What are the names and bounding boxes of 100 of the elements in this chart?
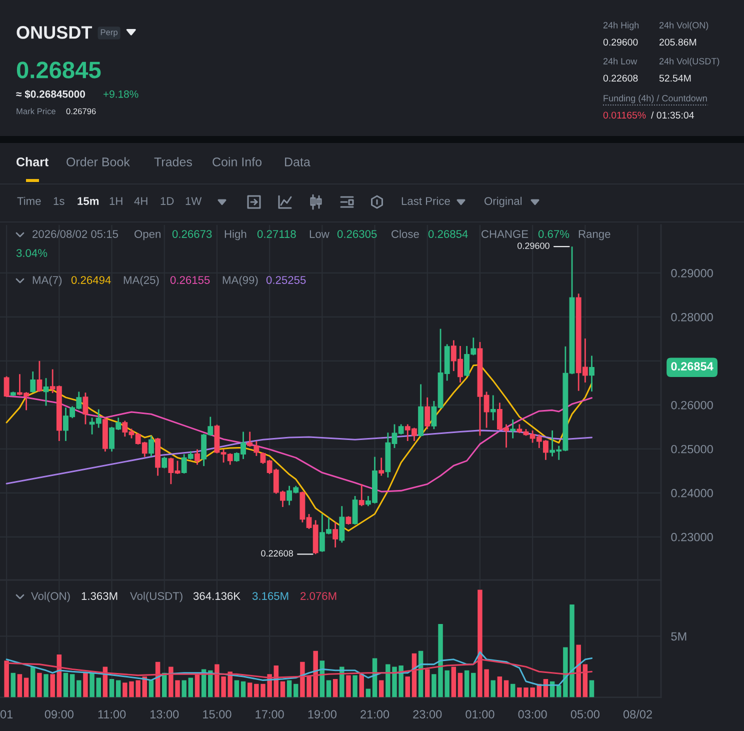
bar [366,688,371,698]
text: 0.01165% [603,112,646,119]
annotation: 0.26305 [337,230,377,238]
candlestick [36,360,42,392]
text: Time [17,196,41,205]
annotation: 0.29600 [518,242,550,249]
bar [148,680,154,698]
text: 0.26854 [671,362,714,371]
x-tick-label: 23:00 [413,710,442,718]
bar [340,666,344,698]
bar [458,672,463,698]
x-tick-label: 01:00 [466,710,494,718]
annotation: 0.67% [538,230,570,238]
y-tick-label: 0.29000 [671,268,713,278]
candlestick [490,394,496,422]
text: 1H [110,197,122,205]
text: 0.29600 [603,38,638,46]
text: 15m [78,197,99,205]
annotation: Vol(USDT) [130,592,182,602]
bar [90,672,94,698]
candlestick [424,396,430,430]
candlestick [43,377,49,406]
candlestick [194,448,200,466]
bar [280,681,286,698]
bar [10,672,16,698]
bar [44,674,48,698]
x-tick-label: 19:00 [308,710,336,718]
text: Trades [154,157,192,166]
annotation: 3.165M [252,592,288,600]
x-tick-label: 05:00 [570,710,600,718]
x-tick-label: 15:00 [203,710,232,718]
annotation: 1.363M [82,592,118,600]
bar [504,680,509,698]
bar [326,680,332,698]
bar [510,684,516,698]
bar [4,660,9,698]
text: Chart [16,157,48,166]
y-tick-label: 0.26000 [671,400,713,410]
bar [63,672,68,698]
bar [378,680,384,698]
bar [76,680,82,698]
bar [240,681,246,698]
bar [464,670,470,698]
annotation: 2026/08/02 05:15 [32,230,118,238]
annotation: High [224,230,246,240]
bar [116,680,121,698]
text: Mark Price [16,108,56,114]
text: 24h High [603,22,639,30]
text: ≈ $0.26845000 [16,90,86,98]
candlestick [30,370,36,394]
bar [332,678,338,698]
text: 24h Vol(ON) [659,22,708,30]
annotation: Close [392,230,419,238]
candlestick [148,435,154,458]
bar [50,674,55,698]
bar [451,666,456,698]
candlestick [82,392,88,425]
candlestick [378,457,384,476]
candlestick [339,505,345,544]
bar [346,675,351,698]
text: 24h Vol(USDT) [659,58,720,66]
candlestick [352,495,358,526]
bar [405,676,410,698]
bar [30,666,36,698]
candlestick [358,483,364,507]
annotation: CHANGE [482,230,528,238]
text: 24h Low [603,58,638,64]
candlestick [589,355,594,392]
y-tick-label: 0.28000 [671,312,713,322]
bar [24,678,29,698]
annotation: Low [310,230,330,238]
annotation: 0.22608 [261,550,293,557]
text: 205.86M [659,38,696,46]
bar [589,680,594,698]
text: Data [285,158,310,166]
text: Perp [100,29,118,37]
text: +9.18% [104,90,138,98]
bar [286,680,292,698]
bar [109,678,114,698]
bar [70,674,75,698]
x-tick-label: 08/02 [623,710,652,718]
annotation: 0.27118 [257,230,296,238]
x-tick-label: 21:00 [360,710,390,718]
annotation: 0.25255 [266,276,306,284]
annotation: Open [134,230,160,240]
y-tick-label: 0.25000 [671,444,713,454]
bar [247,682,252,698]
text: 1s [54,197,64,205]
annotation: 364.136K [193,592,240,600]
text: Order Book [66,157,130,166]
bar [96,678,101,698]
text: 0.26796 [66,108,96,114]
bar [188,678,194,698]
x-tick-label: 13:00 [150,710,179,718]
bar [194,674,200,698]
annotation: 0.26494 [71,276,111,284]
bar [182,680,186,698]
text: 4H [134,197,148,205]
text: Coin Info [212,157,262,166]
text: Funding (4h) / Countdown [604,94,707,104]
